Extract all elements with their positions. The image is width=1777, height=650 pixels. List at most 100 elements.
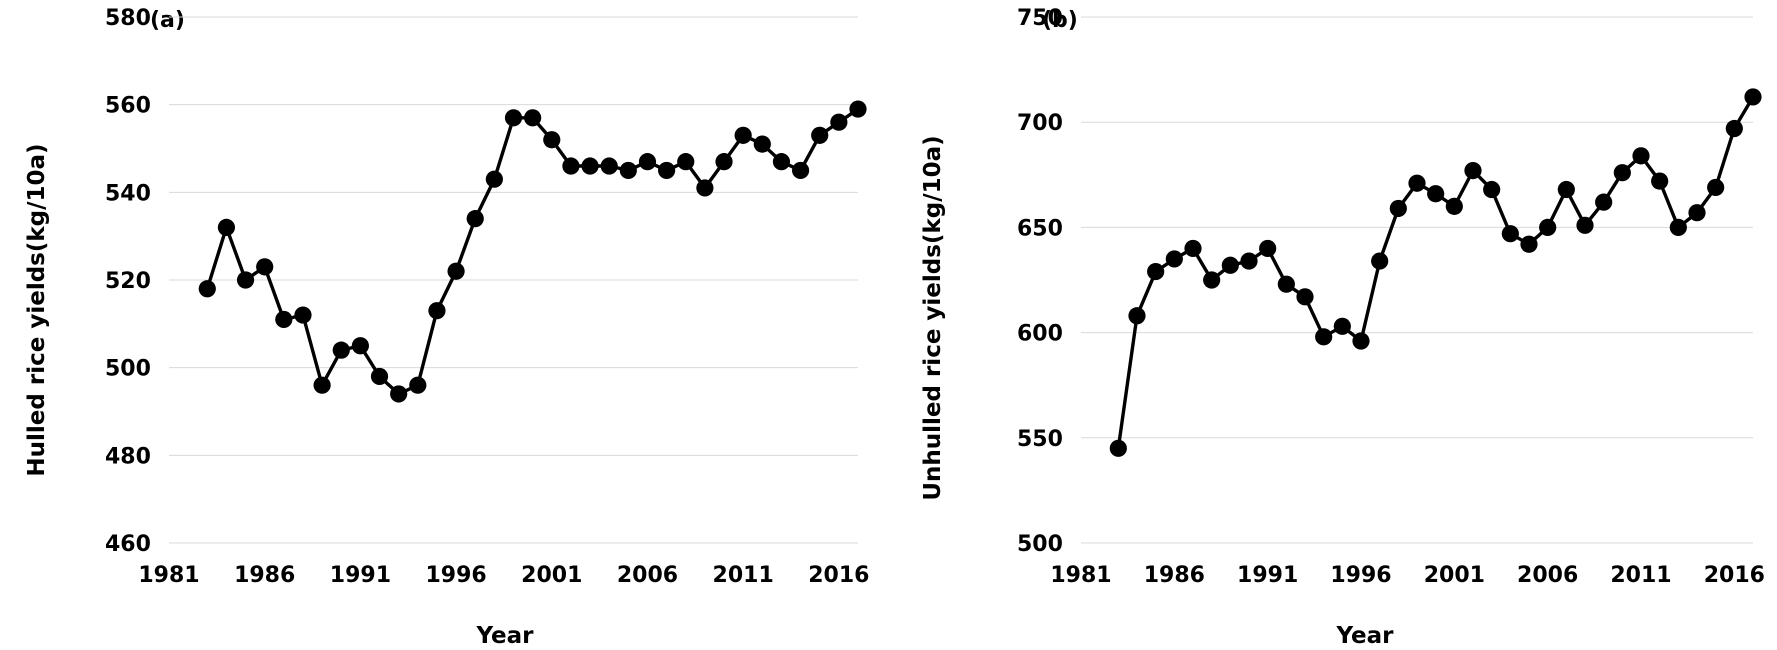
panel-b-data-point [1632,147,1650,165]
panel-b-data-point [1595,193,1613,211]
panel-a-data-point [294,306,312,324]
panel-a-data-point [734,126,752,144]
panel-a-data-point [198,280,216,298]
panel-b-x-tick-label: 2001 [1424,563,1485,588]
panel-a-x-tick-label: 2011 [713,563,774,588]
panel-b-y-tick-label: 550 [1017,427,1063,452]
panel-b-x-tick-label: 1996 [1330,563,1391,588]
panel-a-gridlines [169,16,858,544]
panel-b-data-point [1147,262,1165,281]
panel-a-data-point [677,153,695,171]
panel-b-data-point [1315,328,1333,346]
panel-b-x-axis-title: Year [1335,623,1394,649]
panel-a-data-point [351,337,369,355]
panel-b-data-point [1669,218,1687,236]
panel-a-x-tick-label: 1996 [425,563,486,588]
panel-b-x-tick-label: 2006 [1517,563,1578,588]
panel-a-x-tick-label: 2006 [617,563,678,588]
panel-b-data-point [1240,252,1258,270]
panel-b-data-point [1408,174,1426,192]
panel-b-data-point [1352,332,1370,350]
panel-b-data-point [1128,307,1146,325]
panel-a-data-point [543,131,561,149]
panel-a-data-point [236,271,255,289]
panel-a-series [198,100,867,403]
panel-a-data-point [830,113,848,131]
panel-a-data-point [811,126,829,144]
panel-a-data-point [504,109,523,127]
panel-b-y-tick-label: 750 [1017,6,1063,31]
chart-panel-b: (b) Year Unhulled rice yields(kg/10a) 50… [920,6,1765,649]
panel-b-x-tick-label: 2016 [1704,563,1765,588]
panel-b-data-point [1520,235,1538,253]
panel-a-data-point [581,157,599,175]
panel-b-data-point [1651,172,1669,190]
panel-a-y-tick-labels: 460 480 500 520 540 560 580 [105,6,151,557]
panel-a-x-tick-label: 2001 [521,563,582,588]
panel-a-data-point [791,161,810,180]
panel-a-data-point [524,109,542,127]
panel-b-data-point [1613,164,1631,182]
panel-a-data-point [390,385,408,403]
panel-a-data-point [715,153,733,171]
panel-a-data-point [275,310,293,329]
panel-a-data-point [217,218,236,236]
panel-a-data-point [562,157,580,175]
panel-b-data-point [1707,178,1725,197]
panel-b-data-point [1688,204,1706,222]
panel-b-data-point [1296,288,1314,306]
panel-a-data-point [332,341,350,359]
panel-b-data-point [1165,250,1183,268]
panel-b-x-tick-label: 1981 [1050,563,1111,588]
panel-b-x-tick-label: 1991 [1237,563,1298,588]
panel-b-y-tick-label: 700 [1017,111,1063,136]
panel-b-data-point [1277,275,1295,293]
panel-b-data-point [1259,239,1277,258]
panel-a-data-point [313,376,331,394]
panel-a-y-axis-title: Hulled rice yields(kg/10a) [24,143,50,476]
panel-b-data-point [1389,199,1407,218]
chart-panel-a: (a) Year Hulled rice yields(kg/10a) 4604… [24,6,869,649]
panel-a-y-tick-label: 560 [105,94,151,119]
panel-b-y-tick-labels: 500 550 600 650 700 750 [1017,6,1063,557]
panel-b-y-tick-label: 650 [1017,216,1063,241]
panel-b-y-tick-label: 500 [1017,532,1063,557]
panel-a-data-point [658,161,676,180]
panel-a-x-tick-label: 1981 [138,563,199,588]
panel-a-y-tick-label: 540 [105,181,151,206]
panel-b-data-point [1557,180,1575,199]
panel-b-data-point [1221,256,1239,274]
panel-a-x-tick-labels: 1981 1986 1991 1996 2001 2006 2011 2016 [138,563,869,588]
panel-a-data-point [428,302,446,320]
panel-b-x-tick-labels: 1981 1986 1991 1996 2001 2006 2011 2016 [1050,563,1765,588]
panel-a-y-tick-label: 520 [105,269,151,294]
panel-a-data-point [753,135,771,153]
panel-a-label: (a) [150,8,185,33]
panel-b-data-point [1539,218,1557,236]
panel-a-data-point [485,170,503,188]
panel-a-y-tick-label: 580 [105,6,151,31]
panel-b-data-point [1109,439,1127,457]
panel-a-data-point [696,179,714,197]
panel-a-data-point [256,258,274,276]
panel-b-data-point [1725,119,1743,138]
panel-a-x-axis-title: Year [475,623,534,649]
panel-a-data-point [600,157,618,175]
panel-b-gridlines [1081,16,1753,544]
panel-b-data-point [1333,317,1351,335]
panel-b-data-point [1744,88,1762,106]
panel-b-y-tick-label: 600 [1017,322,1063,347]
panel-b-label: (b) [1042,8,1078,33]
panel-b-data-point [1576,216,1594,234]
panel-b-data-point [1501,225,1519,243]
panel-a-data-point [370,367,389,386]
panel-a-data-point [619,161,637,180]
panel-b-x-tick-label: 2011 [1610,563,1671,588]
panel-a-x-tick-label: 1991 [330,563,391,588]
panel-a-x-tick-label: 2016 [808,563,869,588]
panel-a-data-point [772,153,791,171]
panel-b-data-point [1203,271,1221,289]
panel-a-y-tick-label: 460 [105,532,151,557]
panel-b-series [1109,88,1762,457]
